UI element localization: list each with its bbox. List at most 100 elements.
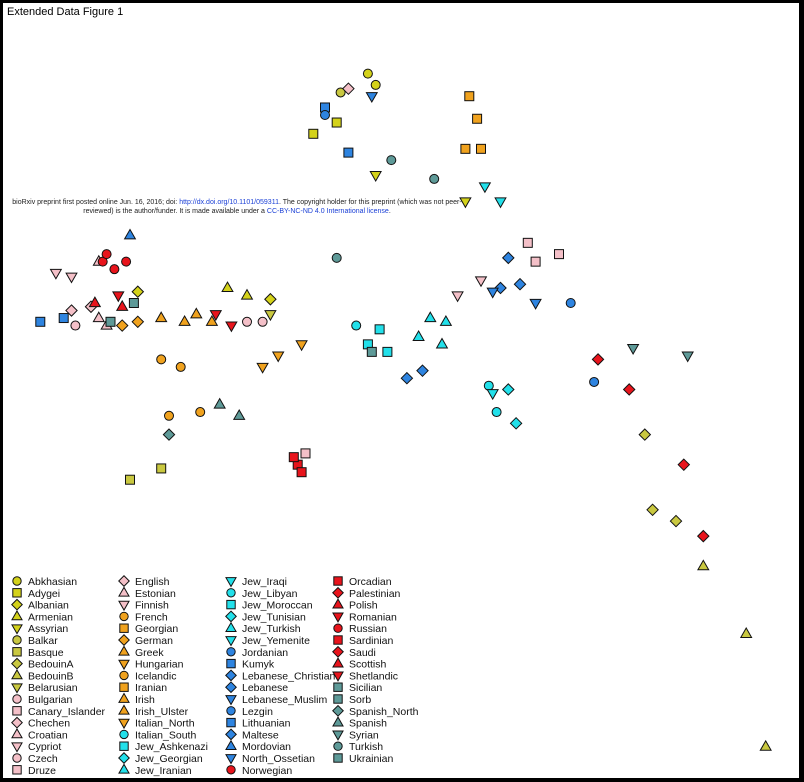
- point-belarusian-0: [264, 310, 277, 322]
- legend-label-bedouinb: BedouinB: [28, 670, 74, 682]
- point-turkish-1: [429, 173, 440, 184]
- point-norwegian-1: [109, 264, 120, 275]
- legend-marker-lebanese-christian: [225, 669, 237, 682]
- point-albanian-0: [131, 285, 145, 299]
- point-assyrian-1: [459, 197, 472, 209]
- point-sardinian-1: [296, 467, 307, 478]
- legend-label-canary-islander: Canary_Islander: [28, 706, 106, 718]
- point-bedouinb-0: [697, 559, 710, 571]
- legend-marker-assyrian: [11, 624, 23, 635]
- point-iranian-1: [476, 143, 486, 154]
- legend-marker-abkhasian: [12, 576, 22, 586]
- point-spanish-north-0: [162, 428, 176, 441]
- legend-marker-turkish: [333, 741, 343, 751]
- legend-marker-spanish: [332, 716, 344, 727]
- point-lithuanian-1: [58, 313, 69, 324]
- point-adygei-0: [308, 128, 319, 139]
- legend-marker-syrian: [332, 730, 344, 741]
- legend-marker-kumyk: [226, 658, 236, 669]
- legend-marker-sorb: [333, 694, 343, 704]
- legend-marker-jew-moroccan: [226, 599, 236, 610]
- legend-marker-mordovian: [225, 739, 237, 751]
- point-czech-0: [70, 320, 81, 331]
- point-palestinian-1: [622, 383, 636, 396]
- point-italian-north-0: [271, 351, 285, 363]
- legend-label-lebanese: Lebanese: [242, 682, 288, 694]
- legend-marker-lebanese-muslim: [225, 695, 237, 706]
- legend-label-lezgin: Lezgin: [242, 706, 273, 718]
- point-jew-iranian-0: [424, 311, 437, 323]
- legend-marker-bedouina: [11, 657, 23, 670]
- legend-label-jew-libyan: Jew_Libyan: [242, 588, 298, 600]
- point-croatian-0: [92, 311, 106, 323]
- legend-label-sorb: Sorb: [349, 694, 371, 706]
- point-spanish-0: [213, 397, 226, 409]
- point-druze-1: [530, 256, 541, 267]
- point-balkar-0: [335, 87, 346, 98]
- point-turkish-0: [386, 155, 397, 166]
- legend-label-balkar: Balkar: [28, 635, 58, 647]
- point-jew-tunisian-0: [501, 383, 515, 396]
- point-jew-libyan-0: [351, 320, 362, 331]
- point-maltese-0: [400, 371, 414, 385]
- legend-marker-bedouinb: [11, 668, 23, 680]
- point-polish-0: [115, 299, 129, 311]
- license-link[interactable]: CC-BY-NC-ND 4.0 International license: [266, 208, 389, 215]
- point-lebanese-muslim-1: [529, 298, 542, 310]
- legend-label-irish-ulster: Irish_Ulster: [135, 706, 189, 718]
- point-cypriot-1: [474, 276, 488, 288]
- point-bedouina-0: [638, 428, 652, 441]
- legend-label-icelandic: Icelandic: [135, 670, 176, 682]
- point-romanian-1: [225, 321, 238, 333]
- point-hungarian-1: [256, 362, 269, 374]
- point-bedouina-2: [646, 503, 659, 517]
- legend-label-chechen: Chechen: [28, 718, 70, 730]
- point-albanian-1: [264, 292, 277, 306]
- point-canary-islander-1: [522, 237, 533, 248]
- point-iranian-0: [460, 143, 471, 154]
- point-cypriot-0: [451, 291, 464, 303]
- legend-marker-lezgin: [226, 706, 236, 716]
- legend-label-norwegian: Norwegian: [242, 765, 292, 777]
- legend-marker-irish-ulster: [118, 704, 130, 715]
- legend-label-french: French: [135, 611, 168, 623]
- legend-label-estonian: Estonian: [135, 588, 176, 600]
- point-jordanian-1: [589, 376, 600, 387]
- legend-label-italian-south: Italian_South: [135, 729, 196, 741]
- point-sorb-0: [105, 316, 116, 327]
- legend-label-lithuanian: Lithuanian: [242, 718, 291, 730]
- point-french-0: [156, 354, 167, 365]
- point-ukrainian-0: [128, 298, 139, 308]
- legend-marker-norwegian: [226, 765, 236, 775]
- point-lebanese-muslim-0: [486, 287, 499, 299]
- legend-marker-balkar: [12, 635, 22, 645]
- legend-label-north-ossetian: North_Ossetian: [242, 753, 315, 765]
- legend-marker-german: [118, 634, 130, 646]
- legend-label-sicilian: Sicilian: [349, 682, 382, 694]
- legend-label-belarusian: Belarusian: [28, 682, 78, 694]
- point-basque-1: [156, 463, 167, 474]
- legend: AbkhasianAdygeiAlbanianArmenianAssyrianB…: [11, 575, 419, 777]
- legend-label-sardinian: Sardinian: [349, 635, 394, 647]
- legend-label-ukrainian: Ukrainian: [349, 753, 394, 765]
- point-lezgin-0: [320, 110, 330, 120]
- legend-label-scottish: Scottish: [349, 659, 387, 671]
- legend-marker-hungarian: [118, 659, 130, 671]
- legend-label-iranian: Iranian: [135, 682, 167, 694]
- point-abkhasian-0: [362, 68, 373, 79]
- legend-marker-canary-islander: [12, 706, 22, 716]
- point-canary-islander-0: [300, 448, 311, 459]
- legend-marker-iranian: [119, 682, 129, 692]
- legend-label-lebanese-christian: Lebanese_Christian: [242, 670, 336, 682]
- point-georgian-0: [464, 91, 475, 102]
- doi-link[interactable]: http://dx.doi.org/10.1101/059311: [179, 199, 279, 206]
- point-saudi-0: [677, 458, 691, 472]
- legend-marker-italian-south: [119, 729, 129, 740]
- legend-label-jew-georgian: Jew_Georgian: [135, 753, 203, 765]
- legend-label-bedouina: BedouinA: [28, 659, 74, 671]
- point-french-1: [175, 361, 186, 372]
- legend-label-maltese: Maltese: [242, 729, 279, 741]
- legend-label-assyrian: Assyrian: [28, 623, 68, 635]
- legend-marker-jew-turkish: [225, 621, 237, 633]
